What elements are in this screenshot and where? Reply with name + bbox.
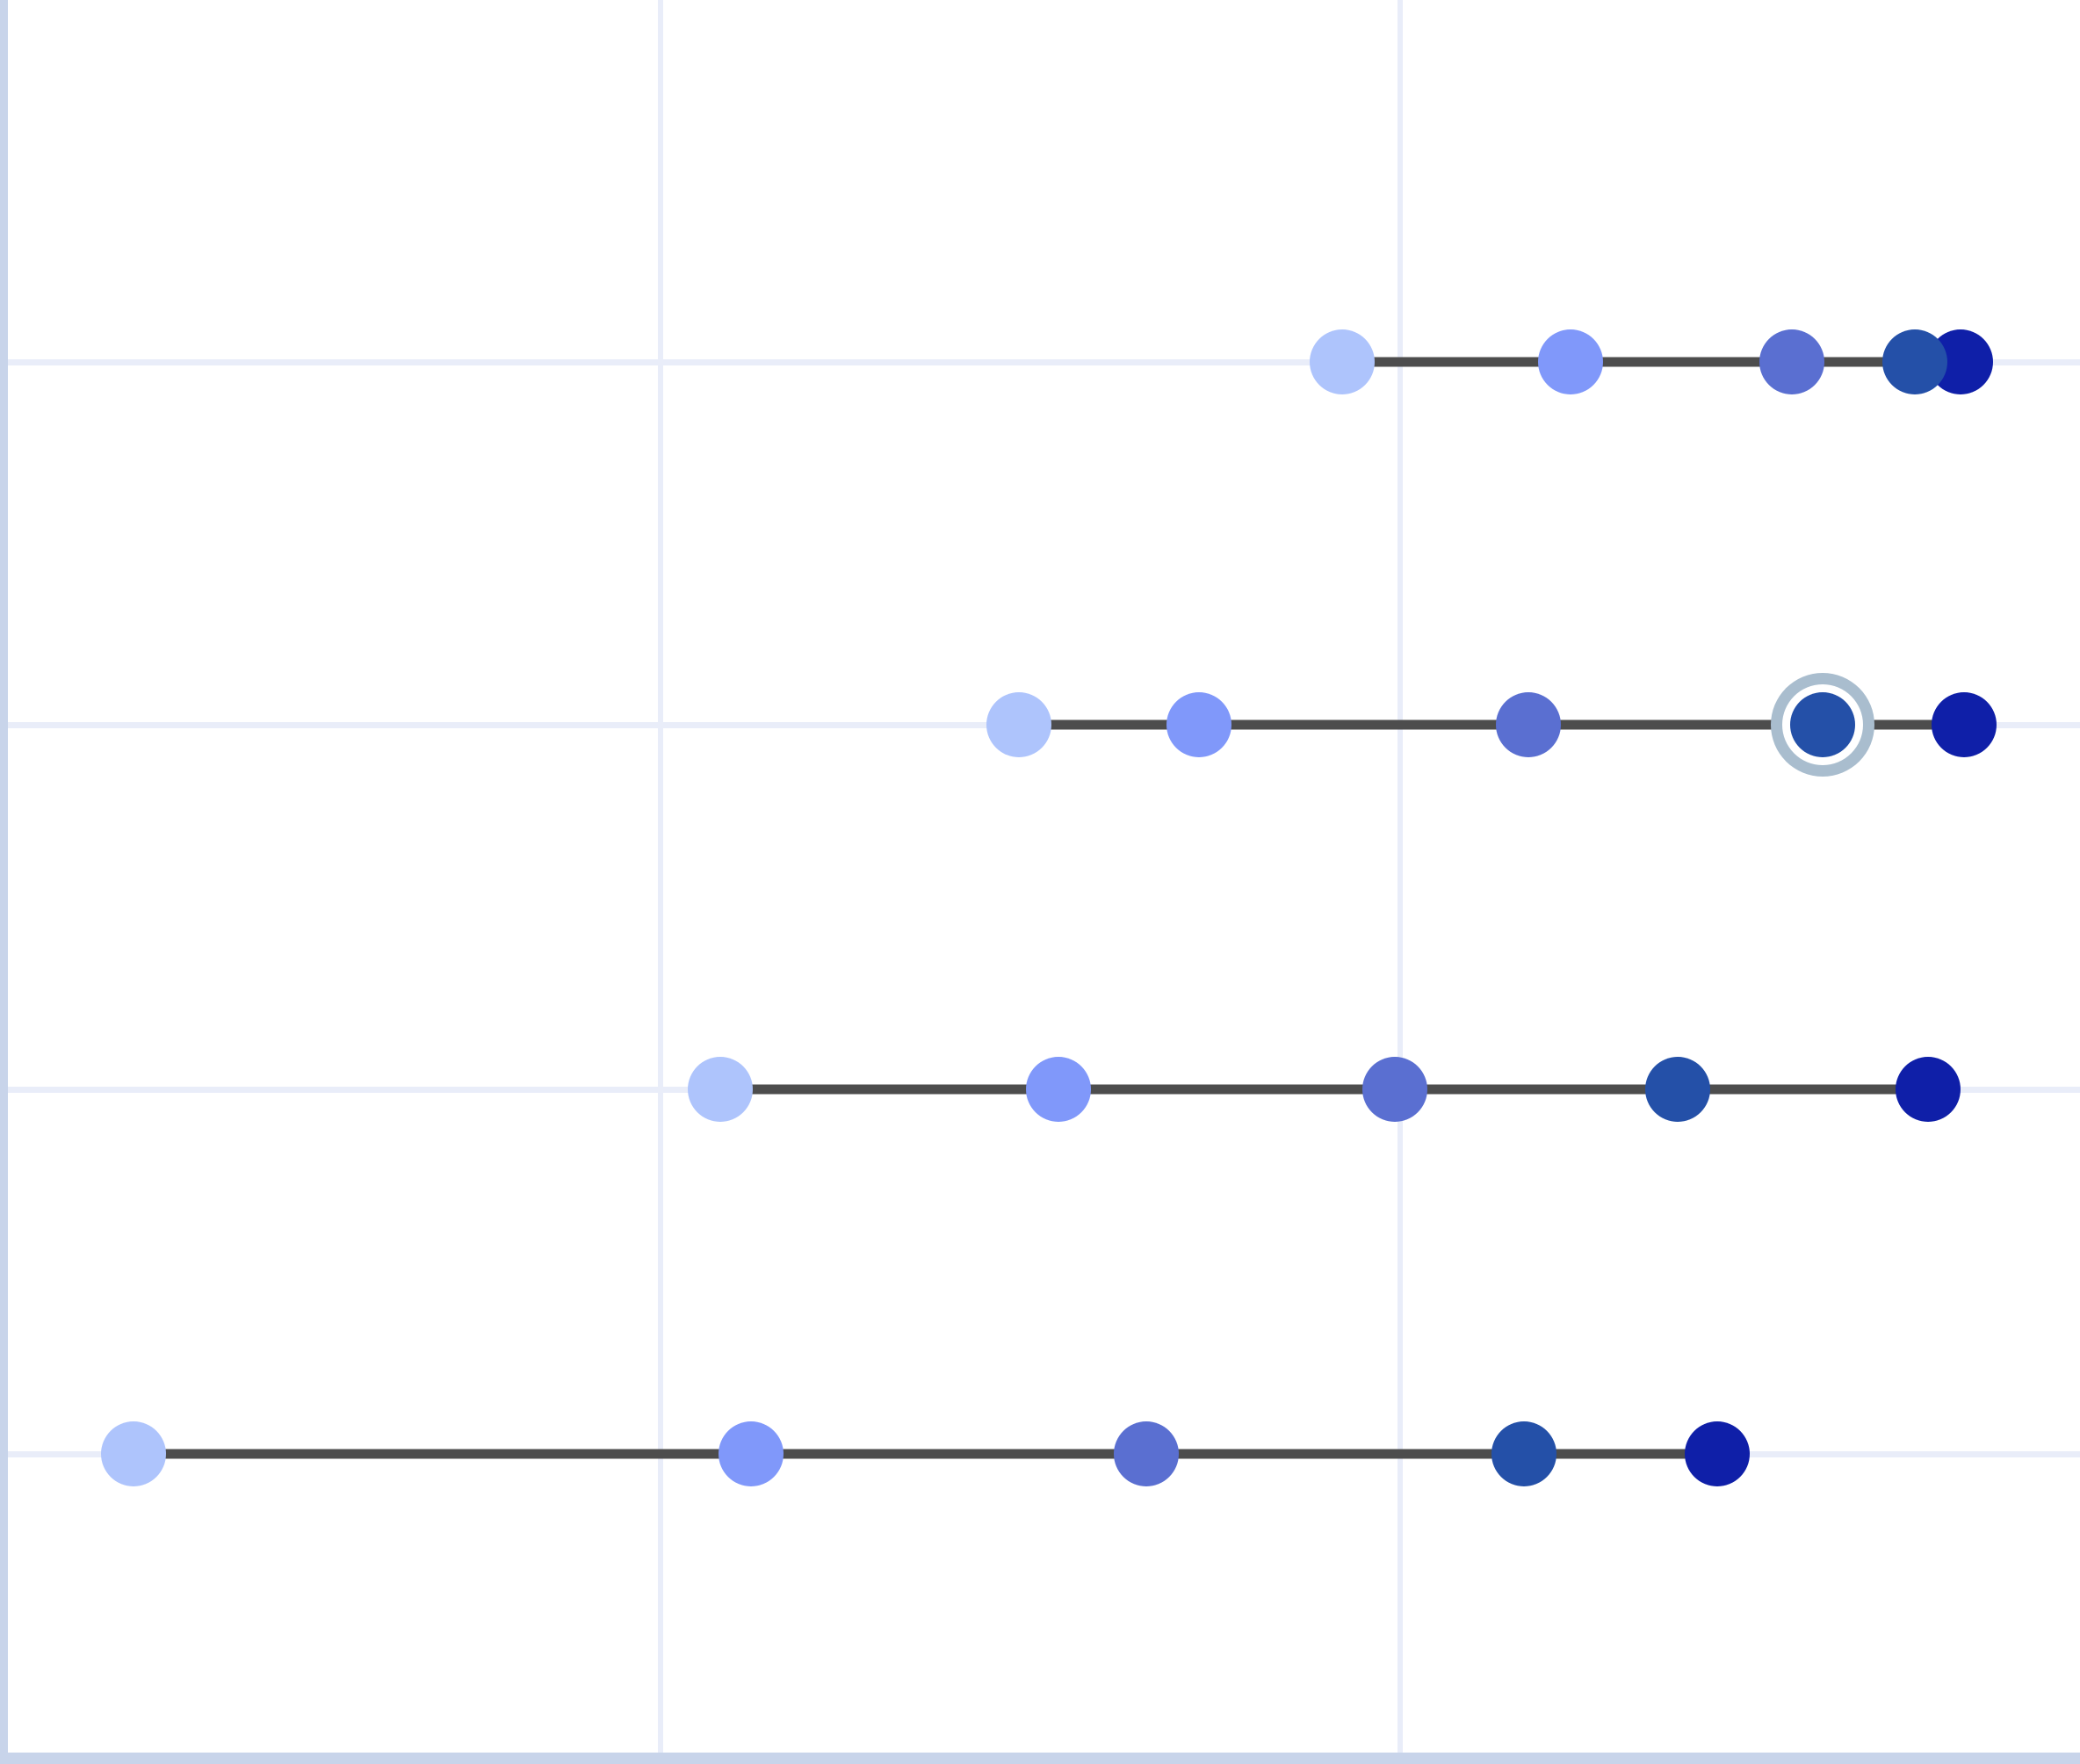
data-point-r4-s5[interactable] — [1685, 1421, 1750, 1486]
connector-line-row-2 — [1019, 719, 1964, 730]
x-axis-line — [0, 1753, 2080, 1764]
data-point-r2-s3[interactable] — [1496, 692, 1561, 757]
data-point-r4-s4[interactable] — [1491, 1421, 1556, 1486]
connector-line-row-1 — [1342, 357, 1961, 367]
data-point-r3-s3[interactable] — [1362, 1057, 1427, 1122]
gridline-vertical-2 — [1398, 0, 1403, 1753]
data-point-r4-s1[interactable] — [101, 1421, 166, 1486]
data-point-r3-s1[interactable] — [688, 1057, 753, 1122]
gridline-vertical-1 — [658, 0, 663, 1753]
data-point-r3-s2[interactable] — [1026, 1057, 1091, 1122]
data-point-r1-s4[interactable] — [1882, 329, 1947, 394]
data-point-r2-s4[interactable] — [1790, 692, 1855, 757]
y-axis-line — [0, 0, 8, 1764]
gridline-horizontal-1 — [7, 359, 2080, 365]
connector-line-row-4 — [134, 1449, 1717, 1459]
data-point-r3-s4[interactable] — [1645, 1057, 1710, 1122]
data-point-r2-s1[interactable] — [986, 692, 1051, 757]
data-point-r2-s5[interactable] — [1932, 692, 1997, 757]
data-point-r4-s2[interactable] — [719, 1421, 784, 1486]
data-point-r4-s3[interactable] — [1114, 1421, 1179, 1486]
connector-line-row-3 — [720, 1084, 1928, 1095]
data-point-r3-s5[interactable] — [1896, 1057, 1961, 1122]
data-point-r1-s3[interactable] — [1759, 329, 1824, 394]
data-point-r1-s1[interactable] — [1310, 329, 1375, 394]
data-point-r2-s2[interactable] — [1166, 692, 1231, 757]
data-point-r1-s2[interactable] — [1538, 329, 1603, 394]
